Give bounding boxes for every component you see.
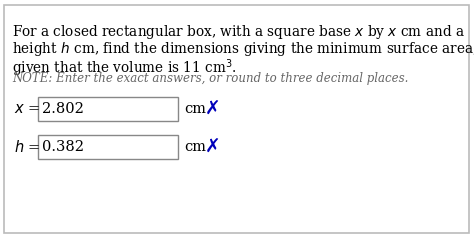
Text: given that the volume is 11 cm$^3$.: given that the volume is 11 cm$^3$.	[12, 57, 237, 79]
Text: ✗: ✗	[205, 137, 221, 156]
FancyBboxPatch shape	[38, 135, 178, 159]
Text: 0.382: 0.382	[42, 140, 84, 154]
Text: NOTE: Enter the exact answers, or round to three decimal places.: NOTE: Enter the exact answers, or round …	[12, 72, 409, 85]
Text: cm: cm	[184, 102, 206, 116]
Text: ✗: ✗	[205, 100, 221, 118]
Text: For a closed rectangular box, with a square base $x$ by $x$ cm and a: For a closed rectangular box, with a squ…	[12, 23, 465, 41]
Text: $h$ =: $h$ =	[14, 139, 41, 155]
Text: height $h$ cm, find the dimensions giving the minimum surface area,: height $h$ cm, find the dimensions givin…	[12, 40, 474, 58]
Text: cm: cm	[184, 140, 206, 154]
Text: 2.802: 2.802	[42, 102, 84, 116]
FancyBboxPatch shape	[4, 5, 469, 233]
FancyBboxPatch shape	[38, 97, 178, 121]
Text: $x$ =: $x$ =	[14, 102, 40, 116]
